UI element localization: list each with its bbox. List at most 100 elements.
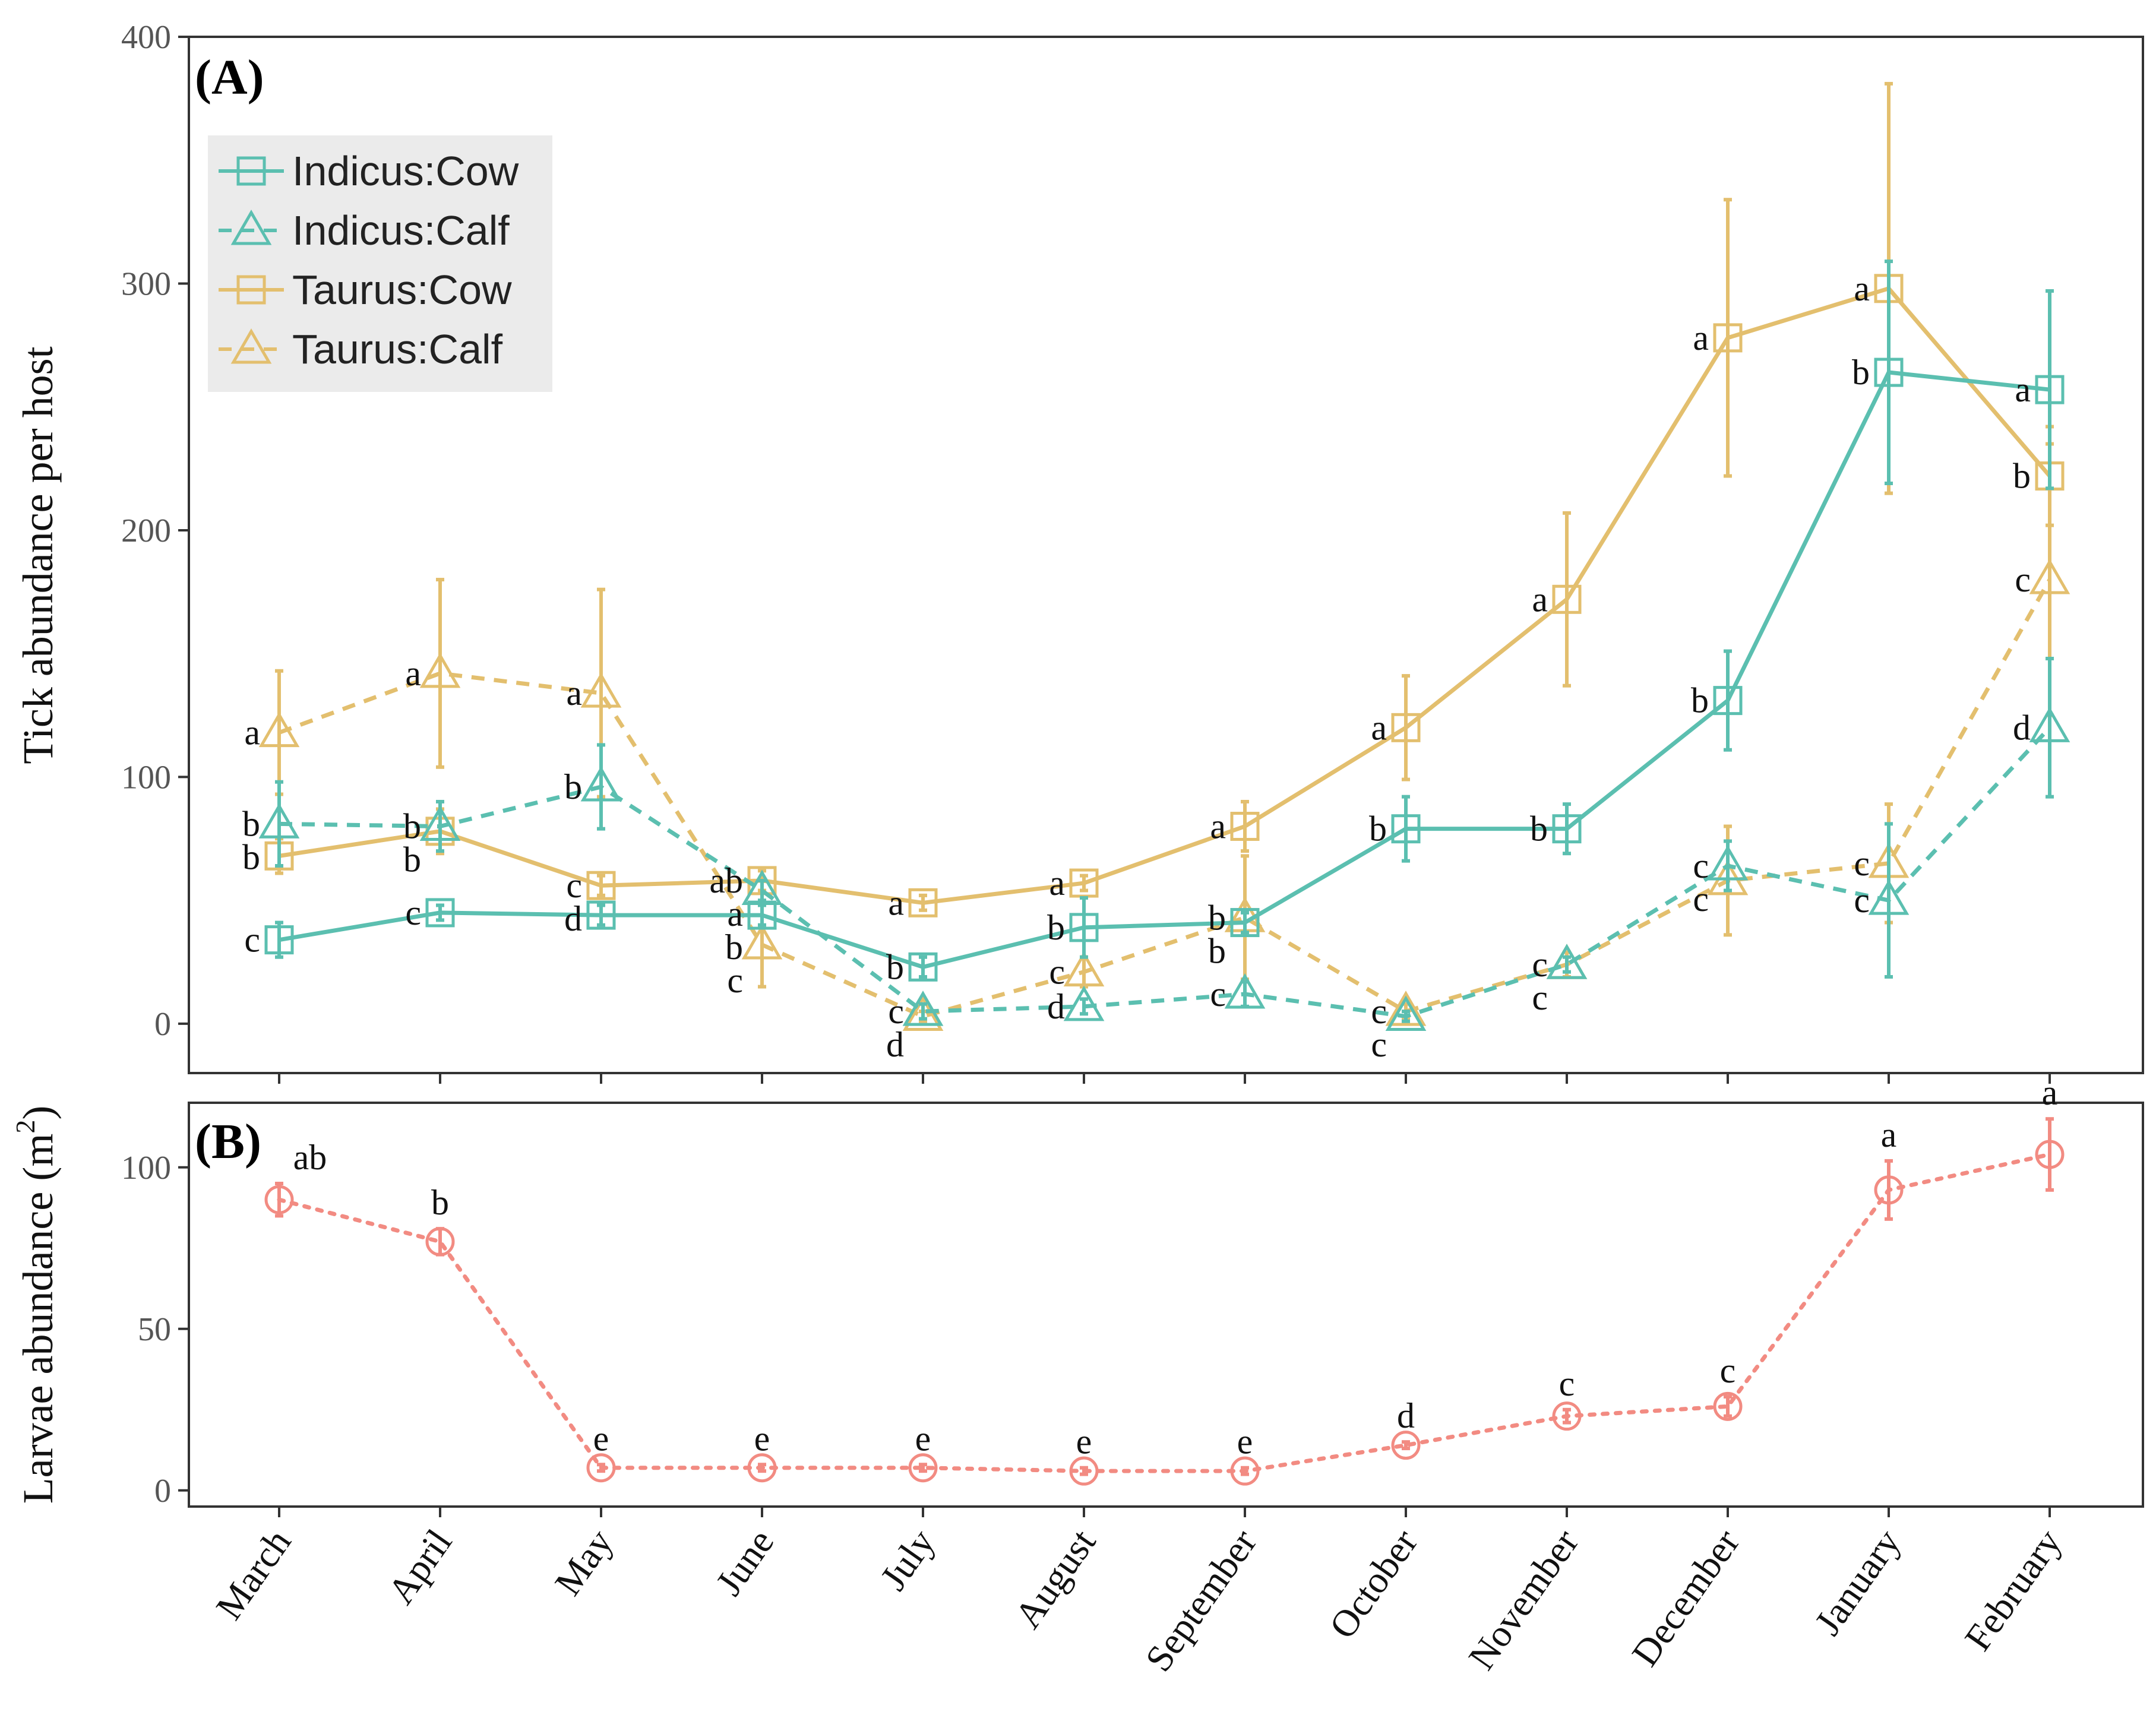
panel-a-significance-letter: b xyxy=(1208,931,1226,970)
larvae-point xyxy=(264,1185,294,1214)
panel-a-significance-letter: b xyxy=(886,947,904,986)
indicus-calf-point xyxy=(1063,985,1105,1021)
indicus-cow-point xyxy=(425,898,455,928)
panel-a-significance-letter: b xyxy=(403,807,421,846)
panel-a-significance-letter: a xyxy=(566,673,582,713)
panel-b-y-tick-label: 100 xyxy=(121,1150,171,1186)
taurus-cow-point xyxy=(1391,713,1421,742)
x-axis-label: December xyxy=(1623,1521,1747,1673)
legend: Indicus:Cow Indicus:Calf Taurus:Cow Taurus:… xyxy=(208,135,552,392)
taurus-calf-point xyxy=(580,672,622,708)
legend-label: Taurus:Cow xyxy=(292,267,512,313)
panel-b-frame xyxy=(188,1102,2144,1508)
larvae-point xyxy=(425,1227,455,1257)
panel-a-significance-letter: c xyxy=(244,920,260,960)
panel-a-label: (A) xyxy=(195,50,264,105)
panel-b-significance-letter: b xyxy=(431,1183,449,1222)
panel-a-significance-letter: b xyxy=(242,804,260,843)
panel-a-significance-letter: b xyxy=(403,840,421,879)
larvae-point xyxy=(1552,1401,1582,1431)
panel-a-significance-letter: b xyxy=(1852,353,1870,392)
panel-a-significance-letter: a xyxy=(405,654,421,693)
panel-a-y-ticks: 0 100 200 300 400 xyxy=(121,19,189,1043)
panel-a-significance-letter: c xyxy=(2015,560,2031,599)
legend-key-marker xyxy=(230,328,272,364)
panel-a-x-ticks xyxy=(278,1073,2051,1084)
panel-a-significance-letter: c xyxy=(566,866,582,905)
x-axis-label: July xyxy=(872,1521,943,1597)
indicus-calf-point xyxy=(1546,944,1588,979)
larvae-point xyxy=(747,1453,777,1483)
panel-b-significance-letter: e xyxy=(754,1419,770,1458)
indicus-calf-line xyxy=(279,726,2051,1019)
panel-a-y-tick-label: 200 xyxy=(121,512,171,549)
panel-a-series xyxy=(258,81,2070,1031)
indicus-cow-point xyxy=(264,925,294,955)
panel-a-significance-letter: ab xyxy=(709,861,743,900)
indicus-cow-point xyxy=(586,900,616,930)
indicus-cow-point xyxy=(1874,357,1904,387)
taurus-calf-point xyxy=(2029,559,2070,594)
panel-b-y-tick-label: 0 xyxy=(154,1473,171,1510)
panel-b-label: (B) xyxy=(195,1114,261,1169)
panel-b-y-tick-label: 50 xyxy=(138,1311,171,1348)
panel-a-significance-letter: a xyxy=(1049,863,1065,903)
panel-a-significance-letter: c xyxy=(1532,945,1548,984)
panel-a-significance-letter: b xyxy=(2013,457,2031,496)
x-axis-label: May xyxy=(546,1521,621,1603)
larvae-point xyxy=(1874,1175,1904,1205)
x-axis-label: June xyxy=(707,1521,782,1603)
panel-a-significance-letter: d xyxy=(1047,987,1065,1026)
panel-b-significance-letter: a xyxy=(1881,1115,1897,1154)
panel-b-series xyxy=(264,1117,2065,1486)
panel-a-y-tick-label: 300 xyxy=(121,265,171,302)
taurus-cow-point xyxy=(1230,812,1260,841)
larvae-point xyxy=(1230,1456,1260,1486)
x-axis-label: November xyxy=(1460,1521,1586,1677)
panel-a-significance-letter: c xyxy=(1854,844,1870,883)
larvae-point xyxy=(908,1453,938,1483)
x-axis-label: August xyxy=(1006,1521,1104,1635)
legend-key-marker xyxy=(236,275,266,305)
x-axis-label: October xyxy=(1321,1521,1425,1646)
indicus-cow-point xyxy=(2035,375,2065,404)
panel-a-y-tick-label: 400 xyxy=(121,19,171,56)
panel-a-significance-letter: b xyxy=(1530,809,1548,849)
panel-a-significance-letter: d xyxy=(2013,708,2031,747)
panel-a-significance-letter: c xyxy=(1532,978,1548,1017)
panel-a-significance-letter: a xyxy=(244,713,260,752)
panel-a-significance-letter: c xyxy=(405,893,421,932)
panel-a-significance-letter: c xyxy=(888,992,904,1031)
panel-b-significance-letter: c xyxy=(1559,1364,1575,1403)
indicus-calf-point xyxy=(419,805,461,841)
panel-a-y-tick-label: 100 xyxy=(121,759,171,796)
x-axis-label: September xyxy=(1137,1521,1264,1679)
indicus-cow-point xyxy=(1391,814,1421,844)
panel-a-significance-letter: a xyxy=(727,894,743,934)
indicus-calf-point xyxy=(1224,973,1266,1009)
panel-a-significance-letter: b xyxy=(1208,898,1226,937)
indicus-cow-point xyxy=(1230,908,1260,938)
taurus-cow-point xyxy=(1713,323,1743,353)
indicus-cow-point xyxy=(1713,686,1743,716)
panel-b-significance-letter: e xyxy=(915,1419,931,1458)
x-axis-label: February xyxy=(1956,1521,2070,1658)
panel-a-significance-letter: c xyxy=(1693,846,1709,885)
taurus-cow-point xyxy=(586,871,616,900)
panel-a-y-tick-label: 0 xyxy=(154,1006,171,1043)
larvae-point xyxy=(1713,1391,1743,1421)
panel-a-significance-letter: a xyxy=(1371,708,1387,747)
panel-a-significance-letter: b xyxy=(242,837,260,877)
taurus-calf-point xyxy=(902,995,944,1031)
panel-a-significance-letter: c xyxy=(727,961,743,1000)
panel-a-significance-letter: a xyxy=(888,883,904,922)
panel-b-significance-letter: c xyxy=(1720,1351,1736,1390)
larvae-point xyxy=(2035,1140,2065,1169)
indicus-calf-point xyxy=(1868,879,1910,915)
panel-a-significance-letter: a xyxy=(1693,318,1709,357)
panel-a-significance-letter: c xyxy=(1854,881,1870,920)
panel-b-significance-letter: e xyxy=(593,1419,609,1458)
indicus-cow-point xyxy=(1069,913,1099,942)
taurus-calf-point xyxy=(1385,991,1427,1026)
